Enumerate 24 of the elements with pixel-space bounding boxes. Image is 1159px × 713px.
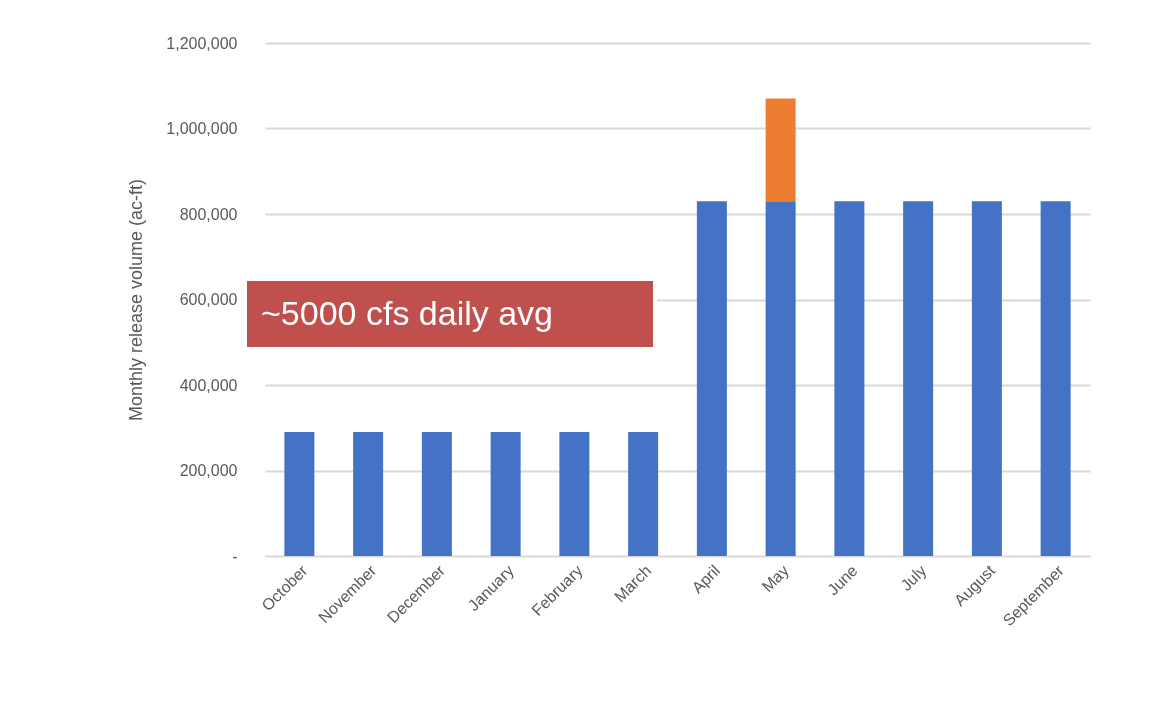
- y-tick-label: 600,000: [179, 291, 238, 308]
- x-tick-label: May: [758, 561, 792, 596]
- bar: [971, 201, 1002, 556]
- bar: [1040, 201, 1071, 556]
- y-tick-label: -: [232, 547, 238, 565]
- y-tick-label: 1,200,000: [166, 34, 238, 52]
- bar: [765, 98, 796, 202]
- bar: [834, 201, 865, 556]
- bar: [628, 432, 659, 556]
- bar: [559, 432, 590, 556]
- y-tick-label: 200,000: [179, 462, 238, 479]
- bar: [903, 201, 934, 556]
- y-tick-label: 1,000,000: [166, 120, 238, 137]
- bar: [490, 432, 521, 556]
- bar: [353, 432, 384, 556]
- y-tick-label: 400,000: [179, 376, 238, 394]
- bar: [696, 201, 727, 556]
- bar: [284, 432, 315, 556]
- y-tick-label: 800,000: [179, 205, 238, 223]
- bar: [421, 432, 452, 556]
- x-tick-label: July: [897, 561, 930, 594]
- y-axis-title: Monthly release volume (ac-ft): [126, 178, 147, 422]
- bar: [765, 201, 796, 556]
- annotation: ~5000 cfs daily avg: [261, 294, 554, 332]
